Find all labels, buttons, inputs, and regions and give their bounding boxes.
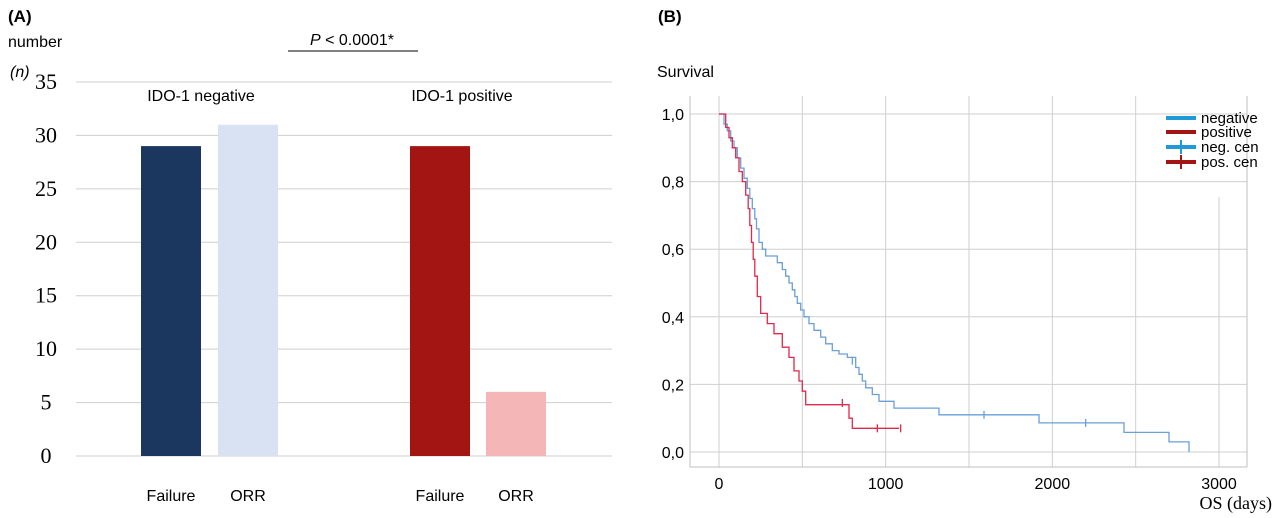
p-text: < 0.0001* — [321, 32, 394, 49]
panel-a-y-tick-labels: 0 5 10 15 20 25 30 35 — [35, 69, 57, 468]
a-x-tick-label: Failure — [416, 488, 465, 505]
bar-positive-failure — [410, 146, 470, 456]
legend-label: negative — [1201, 110, 1258, 127]
b-x-tick-label: 1000 — [868, 476, 904, 493]
panel-b-y-tick-labels: 0,0 0,2 0,4 0,6 0,8 1,0 — [662, 107, 684, 462]
a-y-tick-label: 0 — [41, 443, 52, 468]
group-label-negative: IDO-1 negative — [147, 88, 255, 105]
panel-b-frame — [689, 96, 1248, 468]
b-y-tick-label: 1,0 — [662, 107, 684, 124]
a-x-tick-label: ORR — [230, 488, 266, 505]
km-curve-positive — [719, 113, 899, 429]
panel-b-gridlines — [690, 96, 1247, 467]
a-x-tick-label: ORR — [498, 488, 534, 505]
a-x-tick-label: Failure — [147, 488, 196, 505]
b-x-tick-label: 2000 — [1035, 476, 1071, 493]
bar-negative-orr — [218, 124, 278, 456]
a-y-tick-label: 35 — [35, 69, 57, 94]
b-y-tick-label: 0,6 — [662, 242, 684, 259]
legend-label: neg. cen — [1201, 139, 1259, 156]
a-y-tick-label: 15 — [35, 283, 57, 308]
panel-b-label: (B) — [658, 7, 682, 26]
a-y-tick-label: 20 — [35, 229, 57, 254]
panel-a-ylabel-n: (n) — [10, 64, 30, 81]
p-value-annotation: P < 0.0001* — [310, 32, 394, 49]
b-y-tick-label: 0,2 — [662, 377, 684, 394]
panel-a-bars — [141, 124, 546, 456]
panel-b-x-tick-labels: 0 1000 2000 3000 — [715, 476, 1237, 493]
panel-b-series — [719, 113, 1190, 452]
legend-label: pos. cen — [1201, 154, 1258, 171]
a-y-tick-label: 30 — [35, 122, 57, 147]
b-y-tick-label: 0,4 — [662, 310, 684, 327]
b-y-tick-label: 0,0 — [662, 445, 684, 462]
bar-negative-failure — [141, 146, 201, 456]
b-x-tick-label: 0 — [715, 476, 724, 493]
legend-label: positive — [1201, 124, 1252, 141]
panel-b: (B) Survival 0,0 0,2 0,4 0,6 0,8 1,0 0 1000 200… — [657, 7, 1272, 514]
panel-b-ylabel: Survival — [657, 64, 714, 81]
a-y-tick-label: 10 — [35, 336, 57, 361]
bar-positive-orr — [486, 391, 546, 456]
km-curve-negative — [719, 113, 1190, 452]
b-y-tick-label: 0,8 — [662, 175, 684, 192]
panel-a-label: (A) — [8, 7, 32, 26]
b-x-tick-label: 3000 — [1201, 476, 1237, 493]
a-y-tick-label: 25 — [35, 176, 57, 201]
panel-a-x-tick-labels: Failure ORR Failure ORR — [147, 488, 534, 505]
p-symbol: P — [310, 32, 321, 49]
panel-a-ylabel-number: number — [8, 34, 63, 51]
group-label-positive: IDO-1 positive — [411, 88, 512, 105]
panel-a: (A) number (n) 0 5 10 15 20 25 30 35 Failure ORR… — [8, 7, 612, 505]
panel-b-xlabel: OS (days) — [1200, 493, 1273, 514]
a-y-tick-label: 5 — [41, 390, 52, 415]
